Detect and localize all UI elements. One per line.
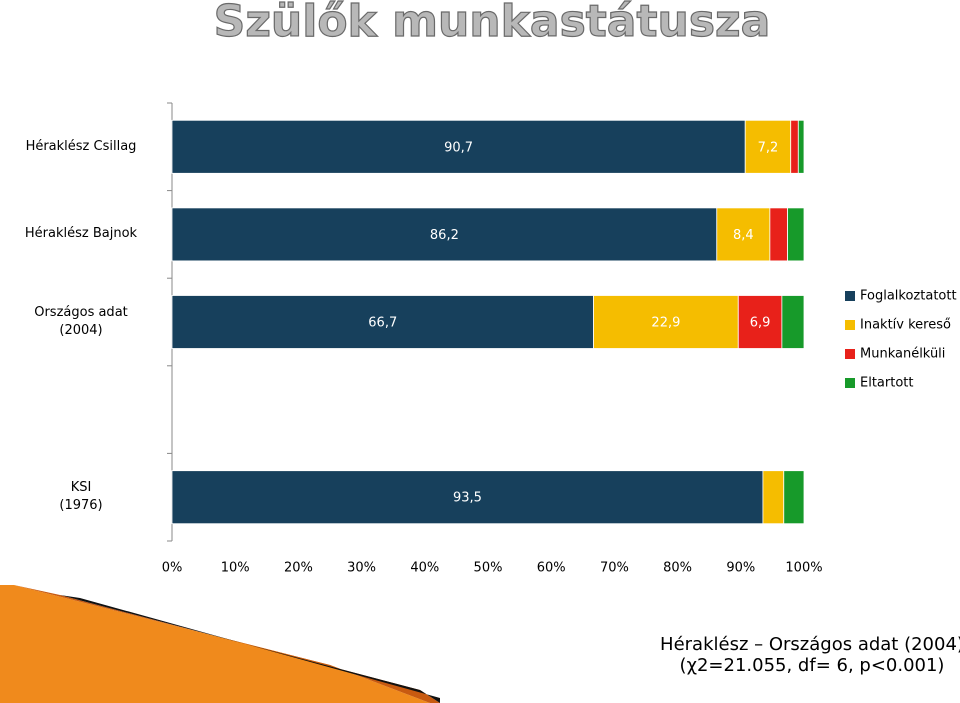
bar-segment	[171, 119, 746, 174]
bar-segment	[783, 470, 805, 525]
legend-label: Inaktív kereső	[860, 318, 951, 333]
annotation: Héraklész – Országos adat (2004)	[660, 634, 960, 655]
bar-segment	[781, 295, 805, 349]
data-label: 22,9	[651, 316, 680, 331]
x-tick-label: 100%	[785, 561, 822, 576]
data-label: 86,2	[430, 228, 459, 243]
bar-segment	[171, 295, 594, 349]
x-tick-label: 30%	[347, 561, 376, 576]
x-tick-label: 20%	[284, 561, 313, 576]
chart-title: Szülők munkastátusza	[214, 0, 771, 47]
annotation: (χ2=21.055, df= 6, p<0.001)	[680, 655, 945, 676]
data-label: 6,9	[750, 316, 771, 331]
x-tick-label: 70%	[600, 561, 629, 576]
y-tick-label: Héraklész Bajnok	[24, 226, 138, 242]
data-label: 8,4	[733, 228, 754, 243]
bar-segment	[769, 207, 788, 262]
legend-swatch	[845, 349, 855, 359]
x-tick-label: 40%	[410, 561, 439, 576]
x-tick-label: 90%	[726, 561, 755, 576]
y-tick-label: Országos adat (2004)	[34, 305, 128, 338]
bar-segment	[797, 119, 805, 174]
data-label: 7,2	[758, 140, 779, 155]
bar-segment	[787, 207, 805, 262]
bar-segment	[593, 295, 739, 349]
x-tick-label: 10%	[221, 561, 250, 576]
bar-segment	[171, 207, 718, 262]
x-tick-label: 60%	[537, 561, 566, 576]
legend-swatch	[845, 378, 855, 388]
data-label: 90,7	[444, 140, 473, 155]
data-label: 93,5	[453, 491, 482, 506]
bar-segment	[171, 470, 764, 525]
bar-segment	[744, 119, 792, 174]
legend-swatch	[845, 291, 855, 301]
data-label: 66,7	[368, 316, 397, 331]
x-tick-label: 80%	[663, 561, 692, 576]
bar-segment	[790, 119, 799, 174]
legend-swatch	[845, 320, 855, 330]
x-tick-label: 0%	[162, 561, 183, 576]
x-tick-label: 50%	[474, 561, 503, 576]
y-tick-label: Héraklész Csillag	[25, 138, 137, 154]
legend-label: Eltartott	[860, 376, 913, 391]
bar-segment	[762, 470, 785, 525]
decoration	[0, 585, 430, 703]
legend-label: Foglalkoztatott	[860, 289, 957, 304]
legend-label: Munkanélküli	[860, 347, 945, 362]
bar-segment	[716, 207, 771, 262]
y-tick-label: KSI (1976)	[59, 480, 103, 514]
